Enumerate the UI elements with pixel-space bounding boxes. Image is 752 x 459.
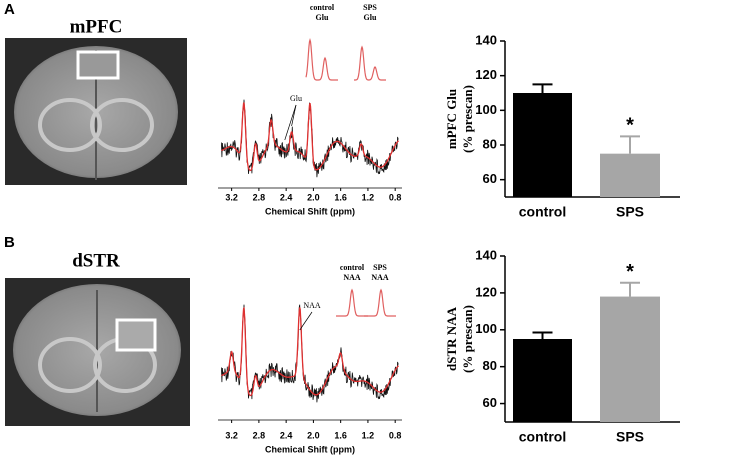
x-tick-label: 3.2 xyxy=(225,430,238,440)
region-label: dSTR xyxy=(72,250,120,271)
peak-label: Glu xyxy=(290,94,302,103)
x-tick-label: SPS xyxy=(616,429,644,445)
inset-label: Glu xyxy=(364,13,377,22)
inset-peak xyxy=(305,37,338,81)
inset-label: NAA xyxy=(371,273,389,282)
x-tick-label: SPS xyxy=(616,204,644,220)
spectrum-fit xyxy=(221,102,400,172)
inset-peak xyxy=(354,45,386,81)
x-tick-label: control xyxy=(519,204,566,220)
peak-pointer xyxy=(291,104,297,127)
error-bar xyxy=(532,83,553,93)
y-tick-label: 140 xyxy=(475,32,497,47)
y-tick-label: 120 xyxy=(475,67,497,82)
inset-label: SPS xyxy=(363,3,377,12)
x-tick-label: 2.4 xyxy=(280,192,293,202)
significance-star: * xyxy=(626,115,634,137)
x-axis-label: Chemical Shift (ppm) xyxy=(265,206,355,216)
x-tick-label: 2.8 xyxy=(253,192,266,202)
y-tick-label: 140 xyxy=(475,247,497,262)
y-tick-label: 60 xyxy=(483,171,497,186)
bar xyxy=(600,296,660,422)
y-axis-label: dSTR NAA xyxy=(444,306,459,371)
error-bar xyxy=(620,135,640,154)
inset-peak xyxy=(364,288,396,317)
peak-label: NAA xyxy=(303,301,321,310)
peak-pointer xyxy=(299,311,313,331)
inset-label: control xyxy=(310,3,335,12)
inset-peak xyxy=(336,288,368,317)
x-tick-label: 2.4 xyxy=(280,430,293,440)
inset-label: Glu xyxy=(316,13,329,22)
x-tick-label: 0.8 xyxy=(389,430,402,440)
bar xyxy=(600,153,660,197)
error-bar xyxy=(620,281,640,297)
x-tick-label: 3.2 xyxy=(225,192,238,202)
x-axis-label: Chemical Shift (ppm) xyxy=(265,444,355,454)
spectrum-raw xyxy=(221,99,399,178)
x-tick-label: 1.2 xyxy=(362,430,375,440)
y-tick-label: 120 xyxy=(475,284,497,299)
spectrum-fit xyxy=(221,306,400,397)
x-tick-label: 1.6 xyxy=(334,430,347,440)
inset-label: control xyxy=(340,263,365,272)
panel-letter: A xyxy=(4,1,15,18)
inset-label: NAA xyxy=(343,273,361,282)
x-tick-label: 2.0 xyxy=(307,430,320,440)
bar xyxy=(513,93,572,197)
significance-star: * xyxy=(626,261,634,283)
mri-image-b xyxy=(5,278,190,426)
y-axis-label: mPFC Glu xyxy=(444,89,459,149)
x-tick-label: control xyxy=(519,429,566,445)
y-tick-label: 80 xyxy=(483,136,497,151)
spectrum-raw xyxy=(221,304,399,403)
panel-letter: B xyxy=(4,234,15,251)
inset-label: SPS xyxy=(373,263,387,272)
y-tick-label: 100 xyxy=(475,102,497,117)
x-tick-label: 1.6 xyxy=(334,192,347,202)
region-label: mPFC xyxy=(70,16,123,37)
y-axis-label: (% prescan) xyxy=(460,85,475,153)
peak-pointer xyxy=(284,104,297,141)
y-tick-label: 100 xyxy=(475,321,497,336)
y-axis-label: (% prescan) xyxy=(460,305,475,373)
y-tick-label: 80 xyxy=(483,358,497,373)
mri-image-a xyxy=(5,38,187,185)
x-tick-label: 1.2 xyxy=(362,192,375,202)
error-bar xyxy=(532,331,553,339)
x-tick-label: 2.0 xyxy=(307,192,320,202)
bar xyxy=(513,339,572,422)
x-tick-label: 0.8 xyxy=(389,192,402,202)
y-tick-label: 60 xyxy=(483,395,497,410)
x-tick-label: 2.8 xyxy=(253,430,266,440)
